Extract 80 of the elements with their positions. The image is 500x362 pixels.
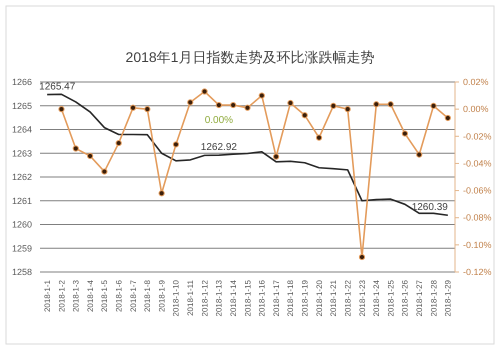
- x-tick-label: 2018-1-14: [228, 279, 238, 316]
- x-tick-label: 2018-1-8: [143, 279, 152, 312]
- x-tick-label: 2018-1-12: [200, 279, 210, 316]
- x-tick-label: 2018-1-16: [258, 279, 267, 316]
- point: [86, 152, 94, 160]
- y-tick-label: 1258: [12, 267, 32, 277]
- point: [316, 134, 322, 141]
- point: [416, 152, 422, 158]
- point: [444, 114, 451, 122]
- x-tick-label: 2018-1-9: [157, 279, 166, 312]
- point: [58, 106, 65, 112]
- point: [430, 102, 437, 109]
- y-tick-label: 1261: [12, 196, 32, 206]
- point: [158, 190, 165, 196]
- y-tick-label: 1259: [12, 243, 32, 254]
- x-tick-label: 2018-1-18: [286, 279, 296, 316]
- point: [388, 101, 394, 108]
- y-tick-label: 1262: [12, 172, 32, 182]
- y2-tick-label: 0.00%: [463, 104, 489, 114]
- line-series: [46, 94, 449, 216]
- x-tick-label: 2018-1-28: [429, 279, 438, 316]
- y2-tick-label: -0.10%: [463, 240, 492, 250]
- point: [172, 141, 180, 148]
- x-tick-label: 2018-1-23: [358, 279, 367, 316]
- x-tick-label: 2018-1-6: [114, 279, 124, 312]
- x-tick-label: 2018-1-15: [243, 279, 252, 316]
- y2-tick-label: -0.08%: [463, 212, 492, 223]
- y-tick-label: 1264: [12, 124, 32, 134]
- x-tick-label: 2018-1-13: [214, 279, 224, 316]
- point: [373, 101, 380, 108]
- point: [258, 92, 265, 99]
- point: [302, 112, 308, 118]
- point: [130, 104, 136, 111]
- point: [344, 106, 351, 112]
- annotation: 1260.39: [412, 202, 448, 214]
- point: [402, 130, 408, 137]
- y-tick-label: 1266: [12, 77, 32, 87]
- y-tick-label: 1265: [12, 100, 32, 111]
- x-tick-label: 2018-1-26: [400, 279, 410, 316]
- point: [216, 102, 222, 108]
- x-tick-label: 2018-1-25: [386, 279, 396, 316]
- annotation: 0.00%: [204, 115, 234, 126]
- point: [287, 100, 294, 106]
- point: [330, 102, 336, 109]
- x-tick-label: 2018-1-3: [72, 279, 81, 312]
- point: [116, 140, 122, 146]
- chart-title: 2018年1月日指数走势及环比涨跌幅走势: [126, 49, 374, 65]
- x-tick-label: 2018-1-24: [372, 279, 382, 316]
- y2-tick-label: -0.06%: [463, 186, 492, 196]
- x-tick-label: 2018-1-11: [186, 279, 196, 316]
- x-tick-label: 2018-1-20: [314, 279, 324, 316]
- x-tick-label: 2018-1-2: [57, 279, 66, 312]
- point: [201, 88, 208, 95]
- x-tick-label: 2018-1-10: [172, 279, 181, 316]
- x-tick-label: 2018-1-7: [128, 279, 138, 312]
- point: [187, 99, 194, 106]
- y2-tick-label: -0.02%: [463, 131, 492, 142]
- x-tick-label: 2018-1-4: [86, 279, 95, 312]
- x-tick-label: 2018-1-22: [343, 279, 352, 316]
- y2-tick-label: -0.04%: [463, 158, 492, 168]
- point: [358, 254, 366, 260]
- x-tick-label: 2018-1-29: [444, 279, 453, 316]
- point: [273, 154, 280, 160]
- x-tick-label: 2018-1-17: [272, 279, 281, 316]
- point: [144, 106, 150, 112]
- y2-tick-label: -0.12%: [463, 267, 492, 277]
- y-tick-label: 1263: [12, 148, 32, 158]
- annotation: 1262.92: [200, 142, 238, 154]
- x-tick-label: 2018-1-21: [329, 279, 338, 316]
- point: [101, 168, 108, 175]
- y2-tick-label: 0.02%: [463, 77, 489, 87]
- y-tick-label: 1260: [12, 220, 32, 230]
- point: [72, 145, 79, 152]
- point: [244, 104, 251, 111]
- point: [230, 102, 236, 108]
- x-tick-label: 2018-1-5: [100, 279, 110, 312]
- x-tick-label: 2018-1-19: [300, 279, 310, 316]
- annotation: 1265.47: [39, 82, 76, 93]
- x-tick-label: 2018-1-27: [415, 279, 424, 316]
- x-tick-label: 2018-1-1: [42, 279, 52, 312]
